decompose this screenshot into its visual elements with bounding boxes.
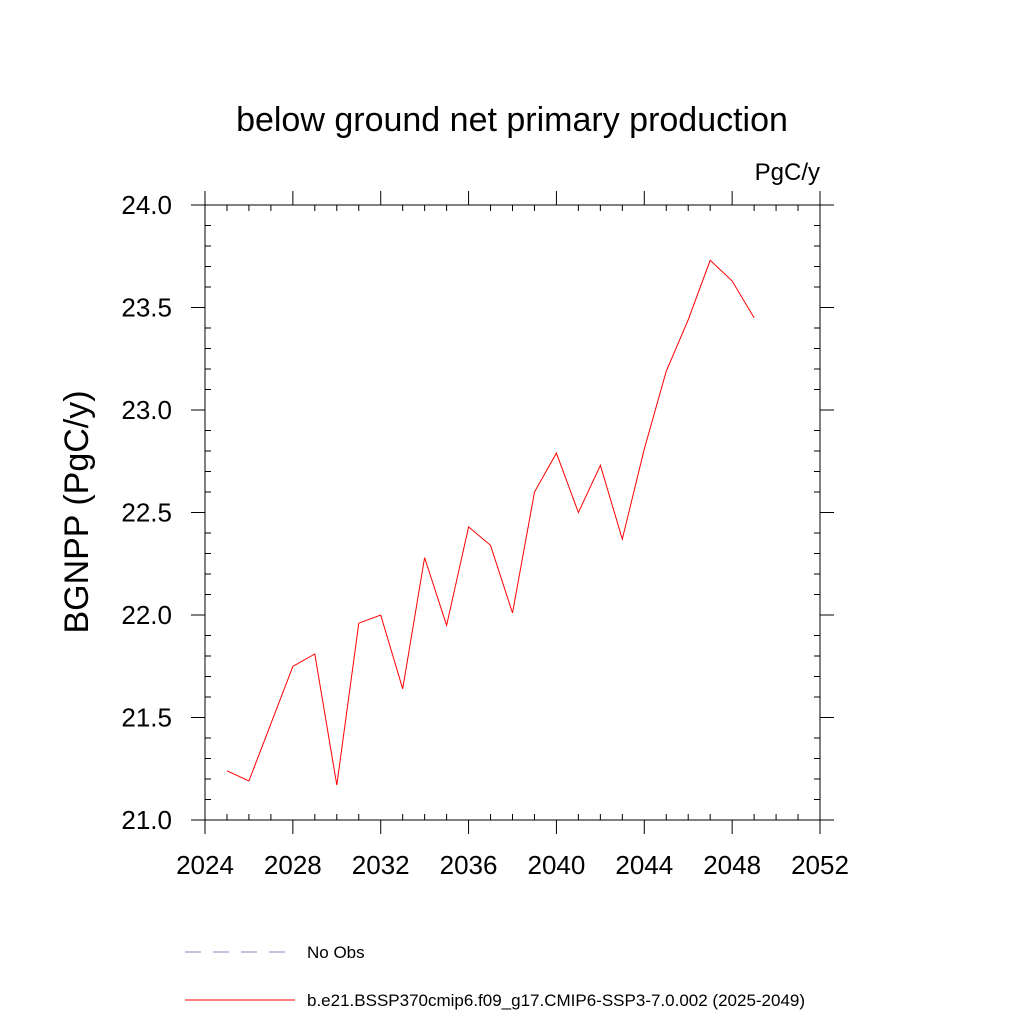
y-tick-label: 22.5: [121, 498, 172, 528]
units-label: PgC/y: [755, 159, 820, 186]
chart-title: below ground net primary production: [236, 101, 788, 139]
y-tick-label: 23.0: [121, 395, 172, 425]
legend: No Obs b.e21.BSSP370cmip6.f09_g17.CMIP6-…: [185, 943, 805, 1010]
y-tick-label: 22.0: [121, 600, 172, 630]
x-tick-label: 2044: [615, 850, 673, 880]
legend-label-no-obs: No Obs: [307, 943, 365, 962]
x-tick-label: 2028: [264, 850, 322, 880]
series-line-0: [226, 259, 755, 786]
plot-frame: [204, 204, 821, 821]
y-tick-label: 21.0: [121, 805, 172, 835]
y-tick-label: 24.0: [121, 190, 172, 220]
x-tick-label: 2048: [703, 850, 761, 880]
x-tick-label: 2040: [528, 850, 586, 880]
x-tick-labels: 2024 2028 2032 2036 2040 2044 2048 2052: [176, 850, 849, 880]
series-layer: [226, 259, 755, 786]
y-tick-labels: 21.0 21.5 22.0 22.5 23.0 23.5 24.0: [121, 190, 172, 835]
x-tick-label: 2052: [791, 850, 849, 880]
x-tick-label: 2024: [176, 850, 234, 880]
y-axis-title: BGNPP (PgC/y): [58, 390, 96, 633]
x-tick-label: 2036: [440, 850, 498, 880]
legend-label-model-run: b.e21.BSSP370cmip6.f09_g17.CMIP6-SSP3-7.…: [307, 991, 805, 1010]
y-tick-label: 23.5: [121, 293, 172, 323]
y-tick-label: 21.5: [121, 703, 172, 733]
axis-ticks: [191, 191, 834, 834]
x-tick-label: 2032: [352, 850, 410, 880]
